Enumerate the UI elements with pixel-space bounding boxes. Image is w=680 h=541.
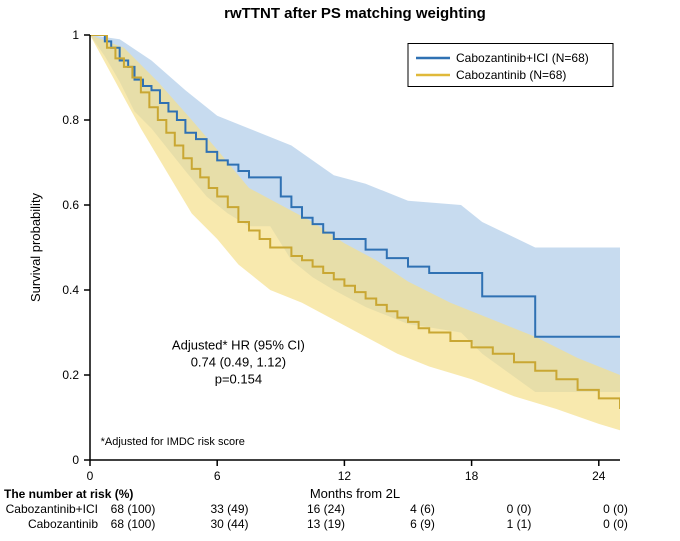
- risk-row-label: Cabozantinib: [28, 517, 98, 531]
- risk-cell: 30 (44): [210, 517, 248, 531]
- footnote: *Adjusted for IMDC risk score: [101, 436, 245, 448]
- risk-cell: 4 (6): [410, 502, 435, 516]
- risk-cell: 0 (0): [603, 502, 628, 516]
- annotation-line: Adjusted* HR (95% CI): [172, 338, 305, 353]
- y-tick-label: 0.2: [62, 368, 79, 382]
- x-tick-label: 18: [465, 469, 479, 483]
- risk-cell: 16 (24): [307, 502, 345, 516]
- risk-table-header: The number at risk (%): [4, 487, 133, 501]
- x-tick-label: 12: [338, 469, 352, 483]
- x-tick-label: 0: [87, 469, 94, 483]
- risk-cell: 0 (0): [603, 517, 628, 531]
- risk-cell: 6 (9): [410, 517, 435, 531]
- annotation-line: p=0.154: [215, 372, 262, 387]
- risk-cell: 13 (19): [307, 517, 345, 531]
- x-tick-label: 24: [592, 469, 606, 483]
- x-tick-label: 6: [214, 469, 221, 483]
- y-axis-label: Survival probability: [28, 192, 43, 302]
- chart-title: rwTTNT after PS matching weighting: [224, 5, 486, 22]
- annotation-line: 0.74 (0.49, 1.12): [191, 355, 286, 370]
- risk-cell: 0 (0): [507, 502, 532, 516]
- risk-cell: 68 (100): [111, 517, 156, 531]
- y-tick-label: 0.4: [62, 283, 79, 297]
- legend-label: Cabozantinib+ICI (N=68): [456, 51, 589, 65]
- risk-cell: 68 (100): [111, 502, 156, 516]
- risk-row-label: Cabozantinib+ICI: [6, 502, 98, 516]
- legend-label: Cabozantinib (N=68): [456, 68, 566, 82]
- risk-cell: 1 (1): [507, 517, 532, 531]
- y-tick-label: 0.6: [62, 198, 79, 212]
- x-axis-label: Months from 2L: [310, 486, 400, 501]
- y-tick-label: 1: [72, 28, 79, 42]
- y-tick-label: 0: [72, 453, 79, 467]
- y-tick-label: 0.8: [62, 113, 79, 127]
- risk-cell: 33 (49): [210, 502, 248, 516]
